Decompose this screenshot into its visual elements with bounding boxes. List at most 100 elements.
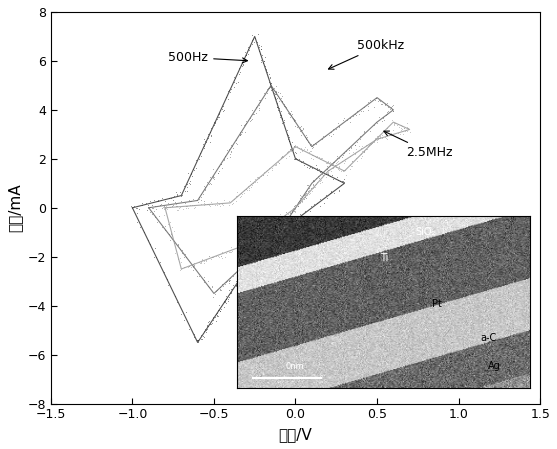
Point	[397, 127, 405, 134]
Point	[394, 124, 403, 131]
Point	[166, 237, 175, 244]
Point	[335, 124, 344, 131]
Point	[149, 207, 158, 214]
Point	[185, 177, 194, 185]
Point	[257, 244, 266, 251]
Point	[254, 251, 263, 259]
Point	[175, 266, 184, 273]
Point	[178, 206, 187, 213]
Point	[280, 119, 289, 126]
Point	[308, 155, 317, 163]
Point	[305, 165, 314, 172]
Point	[218, 202, 227, 209]
Point	[243, 259, 252, 266]
Point	[158, 224, 167, 231]
Point	[282, 225, 291, 232]
Point	[284, 148, 292, 155]
Point	[335, 163, 344, 170]
Point	[234, 274, 243, 282]
Point	[300, 207, 309, 215]
Point	[243, 45, 252, 53]
Point	[364, 142, 373, 149]
Point	[263, 240, 272, 247]
Point	[163, 204, 172, 211]
Point	[283, 215, 292, 222]
Point	[238, 62, 247, 69]
Point	[216, 160, 225, 167]
Point	[289, 202, 298, 210]
Point	[229, 282, 238, 289]
Point	[284, 131, 293, 138]
Point	[343, 116, 351, 123]
Point	[199, 258, 208, 265]
Point	[206, 202, 214, 210]
Point	[200, 136, 209, 143]
Point	[176, 204, 185, 211]
Point	[253, 229, 262, 237]
Point	[351, 150, 360, 157]
Point	[265, 79, 274, 86]
Point	[237, 190, 246, 198]
Point	[322, 171, 331, 178]
Point	[387, 117, 396, 124]
Point	[306, 141, 315, 148]
Point	[360, 148, 369, 155]
Point	[291, 155, 300, 163]
Point	[248, 258, 257, 265]
Point	[323, 194, 331, 202]
Point	[390, 122, 399, 129]
Point	[224, 88, 233, 95]
Point	[300, 190, 309, 198]
Point	[216, 252, 225, 260]
Point	[353, 138, 362, 145]
Point	[299, 124, 307, 132]
Point	[202, 326, 211, 333]
Point	[167, 194, 175, 201]
Point	[373, 119, 382, 127]
Point	[291, 208, 300, 215]
Point	[390, 119, 399, 127]
Point	[177, 266, 186, 273]
Point	[203, 318, 212, 326]
Point	[209, 122, 218, 129]
Point	[162, 275, 171, 282]
Point	[380, 101, 389, 108]
Point	[161, 226, 170, 233]
Point	[287, 208, 296, 215]
Point	[263, 239, 272, 246]
Point	[281, 217, 290, 224]
Point	[404, 124, 413, 131]
Point	[308, 181, 317, 189]
Point	[206, 131, 215, 138]
Point	[327, 188, 336, 195]
Point	[276, 231, 285, 238]
Point	[286, 113, 295, 120]
Point	[313, 179, 322, 186]
Point	[165, 218, 174, 225]
Point	[185, 202, 194, 209]
Point	[256, 246, 265, 253]
Point	[194, 336, 203, 343]
Point	[298, 125, 307, 132]
Point	[332, 163, 341, 170]
Point	[316, 176, 325, 184]
Point	[212, 287, 221, 295]
Point	[224, 202, 233, 209]
Point	[285, 110, 294, 117]
Point	[241, 48, 250, 56]
Point	[273, 233, 282, 241]
Point	[384, 103, 393, 110]
Point	[286, 209, 295, 216]
Point	[304, 149, 313, 156]
Point	[171, 202, 180, 210]
Point	[210, 290, 219, 297]
Point	[315, 156, 324, 163]
Point	[344, 145, 353, 152]
Point	[245, 261, 254, 268]
Point	[236, 62, 245, 69]
Point	[278, 225, 287, 233]
Point	[271, 235, 280, 242]
Point	[306, 154, 315, 161]
Point	[316, 179, 325, 186]
Point	[317, 155, 326, 162]
